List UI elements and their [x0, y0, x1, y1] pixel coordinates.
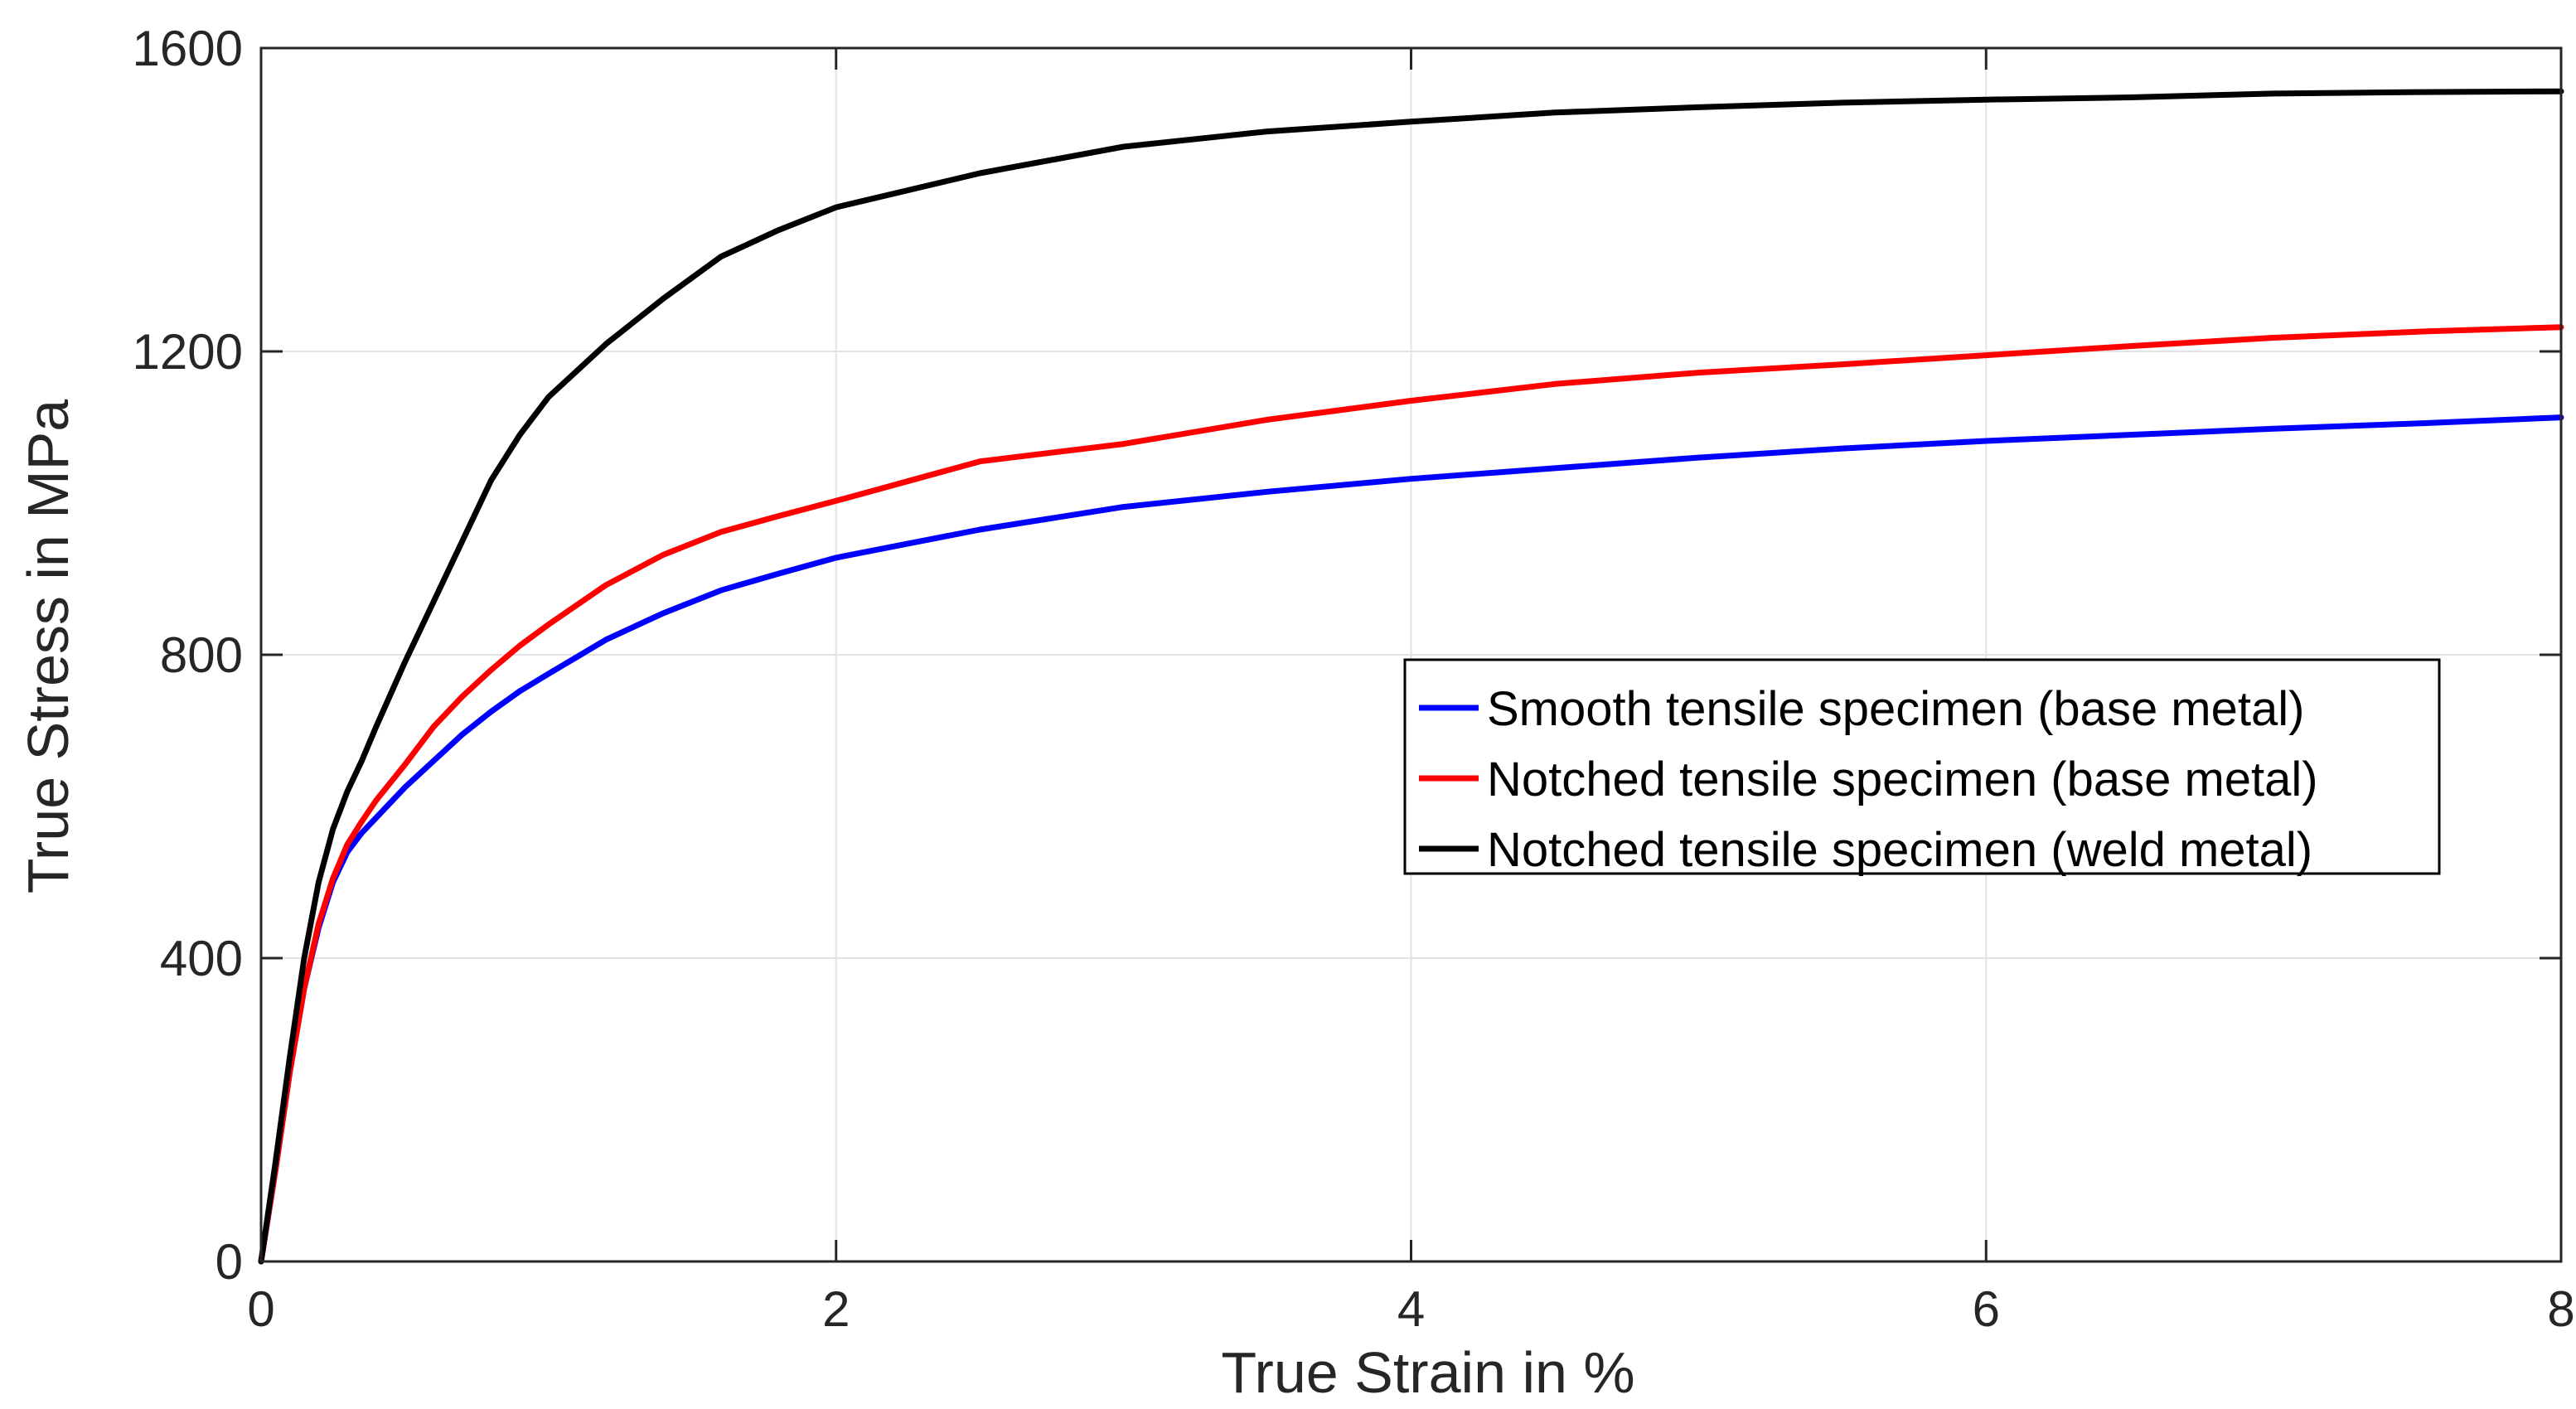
- x-tick-label: 0: [247, 1281, 274, 1337]
- y-tick-label: 1600: [133, 21, 243, 76]
- legend-label-2: Notched tensile specimen (base metal): [1487, 753, 2318, 806]
- y-tick-label: 400: [160, 931, 243, 986]
- x-tick-label: 2: [822, 1281, 850, 1337]
- x-axis-title: True Strain in %: [1221, 1340, 1634, 1405]
- axes: [259, 46, 2563, 1263]
- y-tick-label: 0: [215, 1234, 243, 1290]
- data-series: [258, 88, 2564, 1265]
- legend-box: [1403, 658, 2441, 875]
- y-axis-title: True Stress in MPa: [16, 399, 80, 894]
- legend-label-1: Smooth tensile specimen (base metal): [1487, 682, 2304, 736]
- tick-labels: 0 2 4 6 8 0 400 800 1200 1600: [133, 21, 2575, 1337]
- y-tick-label: 800: [160, 627, 243, 683]
- x-tick-label: 6: [1973, 1281, 2000, 1337]
- series-line-3: [258, 88, 2564, 1265]
- legend-label-3: Notched tensile specimen (weld metal): [1487, 823, 2312, 877]
- x-tick-label: 8: [2547, 1281, 2574, 1337]
- grid-lines: [261, 48, 2561, 1261]
- x-tick-label: 4: [1397, 1281, 1425, 1337]
- legend: Smooth tensile specimen (base metal) Notc…: [1403, 658, 2441, 877]
- series-line-2: [258, 324, 2564, 1265]
- y-tick-label: 1200: [133, 324, 243, 380]
